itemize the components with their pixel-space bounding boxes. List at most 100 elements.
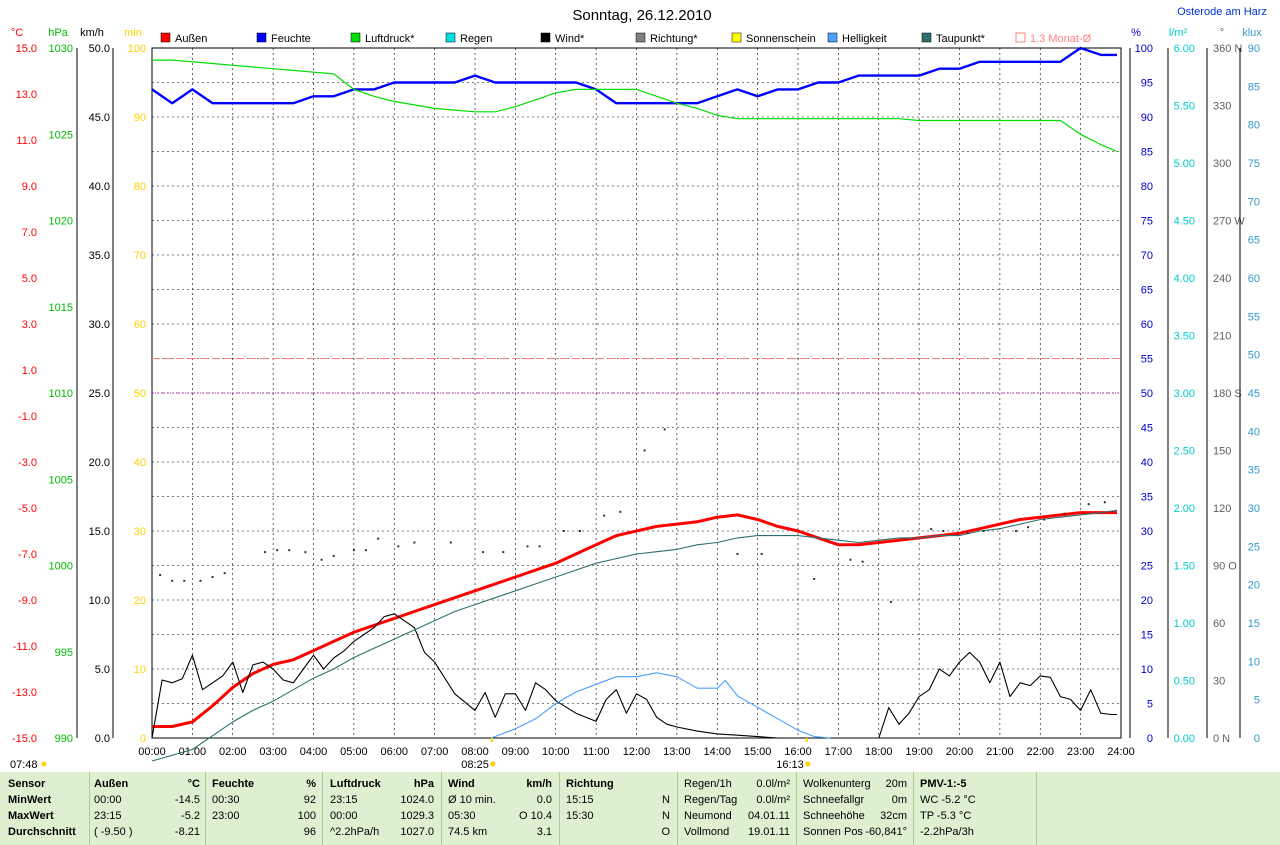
legend-label: Sonnenschein bbox=[746, 33, 816, 45]
tick-label-lux: 45 bbox=[1248, 388, 1260, 400]
series-richtung-point bbox=[288, 549, 291, 552]
axis-unit-lux: klux bbox=[1242, 27, 1262, 39]
weather-chart: Sonntag, 26.12.2010 Osterode am Harz Auß… bbox=[10, 6, 1267, 771]
tick-label-temp: -5.0 bbox=[18, 503, 37, 515]
tick-label-lux: 40 bbox=[1248, 426, 1260, 438]
stats-sensor-column: Sensor MinWert MaxWert Durchschnitt bbox=[8, 776, 86, 840]
x-tick-label: 07:00 bbox=[421, 746, 449, 758]
legend-label: Regen bbox=[460, 33, 492, 45]
series-richtung-point bbox=[889, 600, 892, 603]
tick-label-direction: 360 N bbox=[1213, 43, 1242, 55]
stats-value: N bbox=[662, 810, 670, 822]
series-richtung-point bbox=[502, 551, 505, 554]
tick-label-wind: 10.0 bbox=[89, 595, 110, 607]
tick-label-rain: 2.50 bbox=[1174, 446, 1195, 458]
tick-label-lux: 70 bbox=[1248, 196, 1260, 208]
series-richtung-point bbox=[332, 554, 335, 557]
tick-label-humidity: 0 bbox=[1147, 733, 1153, 745]
tick-label-temp: 3.0 bbox=[22, 319, 37, 331]
tick-label-humidity: 60 bbox=[1141, 319, 1153, 331]
legend-label: 1.3 Monat-Ø bbox=[1030, 33, 1092, 45]
stats-header: Richtung bbox=[566, 778, 614, 790]
tick-label-temp: -1.0 bbox=[18, 411, 37, 423]
sunrise-time: 08:25 bbox=[461, 759, 489, 771]
x-tick-label: 03:00 bbox=[259, 746, 287, 758]
sun-times: 08:25 16:13 07:48 bbox=[10, 738, 811, 771]
stats-dewpoint: TP -5.3 °C bbox=[920, 810, 972, 822]
series-richtung-point bbox=[966, 531, 969, 534]
series-taupunkt-line bbox=[151, 509, 1118, 762]
series-richtung-point bbox=[304, 551, 307, 554]
stats-row-label: Durchschnitt bbox=[8, 826, 76, 838]
stats-rain-moon-column: Regen/1h 0.0l/m² Regen/Tag 0.0l/m² Neumond… bbox=[684, 776, 790, 840]
tick-label-sun: 60 bbox=[134, 319, 146, 331]
tick-label-temp: 11.0 bbox=[16, 135, 37, 147]
tick-label-pressure: 1020 bbox=[49, 216, 73, 228]
tick-label-wind: 15.0 bbox=[89, 526, 110, 538]
x-tick-label: 15:00 bbox=[744, 746, 772, 758]
tick-label-temp: -15.0 bbox=[12, 733, 37, 745]
stats-luftdruck-column: Luftdruck hPa 23:15 1024.0 00:00 1029.3 ^2.… bbox=[330, 776, 434, 840]
tick-label-pressure: 1015 bbox=[49, 302, 73, 314]
x-tick-label: 11:00 bbox=[583, 746, 610, 758]
series-richtung-point bbox=[320, 558, 323, 561]
tick-label-humidity: 30 bbox=[1141, 526, 1153, 538]
tick-label-pressure: 1025 bbox=[49, 129, 73, 141]
axis-unit-temp: °C bbox=[11, 27, 23, 39]
series-wind-line bbox=[151, 613, 1117, 739]
tick-label-temp: 13.0 bbox=[16, 89, 37, 101]
tick-label-lux: 20 bbox=[1248, 580, 1260, 592]
chart-series bbox=[151, 46, 1121, 762]
x-tick-label: 02:00 bbox=[219, 746, 247, 758]
stats-label: Sonnen Pos bbox=[803, 826, 863, 838]
chart-title: Sonntag, 26.12.2010 bbox=[572, 7, 711, 24]
series-richtung-point bbox=[619, 510, 622, 513]
x-tick-label: 20:00 bbox=[946, 746, 974, 758]
tick-label-direction: 120 bbox=[1213, 503, 1231, 515]
tick-label-humidity: 45 bbox=[1141, 423, 1153, 435]
x-tick-label: 23:00 bbox=[1067, 746, 1095, 758]
stats-feuchte-column: Feuchte% 00:30 92 23:00 100 96 bbox=[212, 776, 316, 840]
stats-value: -60,841° bbox=[865, 826, 907, 838]
tick-label-lux: 90 bbox=[1248, 43, 1260, 55]
series-richtung-point bbox=[760, 553, 763, 555]
x-tick-label: 18:00 bbox=[865, 746, 893, 758]
legend-swatch bbox=[731, 32, 742, 43]
tick-label-humidity: 90 bbox=[1141, 112, 1153, 124]
tick-label-rain: 0.50 bbox=[1174, 676, 1195, 688]
series-richtung-point bbox=[183, 579, 186, 582]
stats-label: Schneehöhe bbox=[803, 810, 865, 822]
stats-time: 15:15 bbox=[566, 794, 594, 806]
stats-value: 1027.0 bbox=[400, 826, 434, 838]
x-tick-label: 12:00 bbox=[623, 746, 651, 758]
series-richtung-point bbox=[849, 558, 852, 561]
series-außen-line bbox=[152, 511, 1117, 728]
stats-value: 04.01.11 bbox=[747, 810, 790, 822]
tick-label-sun: 50 bbox=[134, 388, 146, 400]
tick-label-humidity: 50 bbox=[1141, 388, 1153, 400]
tick-label-wind: 50.0 bbox=[89, 43, 110, 55]
tick-label-direction: 270 W bbox=[1213, 216, 1245, 228]
x-tick-label: 14:00 bbox=[703, 746, 731, 758]
stats-value: 100 bbox=[297, 810, 316, 822]
series-richtung-point bbox=[264, 551, 267, 554]
tick-label-wind: 40.0 bbox=[89, 181, 110, 193]
x-tick-label: 00:00 bbox=[138, 746, 166, 758]
tick-label-wind: 5.0 bbox=[95, 664, 110, 676]
tick-label-pressure: 990 bbox=[55, 733, 73, 745]
tick-label-temp: 1.0 bbox=[22, 365, 37, 377]
legend-label: Wind* bbox=[555, 33, 585, 45]
tick-label-lux: 15 bbox=[1248, 618, 1260, 630]
series-richtung-point bbox=[159, 574, 162, 577]
tick-label-humidity: 70 bbox=[1141, 250, 1153, 262]
tick-label-sun: 40 bbox=[134, 457, 146, 469]
tick-label-humidity: 35 bbox=[1141, 492, 1153, 504]
tick-label-pressure: 1010 bbox=[49, 388, 73, 400]
tick-label-direction: 300 bbox=[1213, 158, 1231, 170]
stats-time: 05:30 bbox=[448, 810, 476, 822]
x-tick-label: 06:00 bbox=[380, 746, 408, 758]
tick-label-lux: 75 bbox=[1248, 158, 1260, 170]
stats-value: 0.0l/m² bbox=[756, 794, 790, 806]
tick-label-rain: 6.00 bbox=[1174, 43, 1195, 55]
stats-label: Schneefallgr bbox=[803, 794, 865, 806]
